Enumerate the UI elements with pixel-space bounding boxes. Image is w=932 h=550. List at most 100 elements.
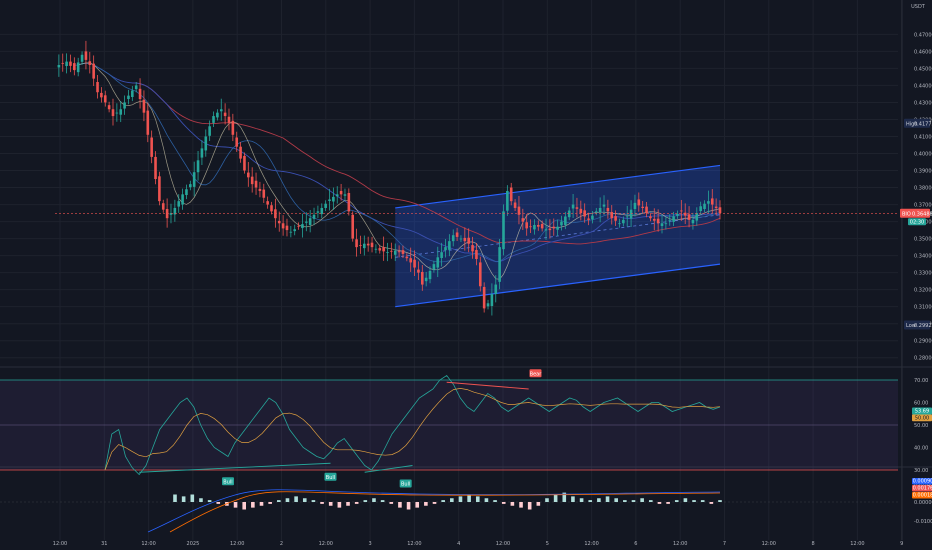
candle-body	[308, 218, 312, 225]
time-tick-label: 12:00	[850, 541, 864, 547]
candle-body	[471, 245, 474, 252]
macd-histogram-bar	[597, 498, 601, 502]
candle-body	[111, 109, 115, 117]
time-tick-label: 8	[812, 541, 815, 547]
candle-body	[247, 172, 250, 178]
candle-body	[467, 237, 470, 244]
high-label: High	[906, 121, 918, 127]
time-tick-label: 31	[101, 541, 107, 547]
candle-body	[629, 209, 633, 219]
candle-body	[614, 216, 617, 221]
macd-last-value: 0.00090	[913, 479, 932, 485]
macd-histogram-bar	[519, 502, 523, 508]
macd-histogram-bar	[328, 502, 333, 506]
macd-histogram-bar	[692, 500, 696, 502]
macd-histogram-bar	[631, 500, 636, 502]
candle-body	[455, 232, 459, 237]
candle-body	[154, 156, 157, 180]
candle-body	[687, 214, 691, 220]
candle-body	[258, 188, 262, 191]
signal-tag-label: Bull	[401, 482, 410, 488]
bullish-divergence-line	[364, 465, 413, 473]
macd-histogram-bar	[614, 498, 618, 502]
time-tick-label: 12:00	[673, 541, 687, 547]
candle-body	[189, 184, 192, 188]
candle-body	[625, 216, 629, 218]
candle-body	[695, 213, 699, 221]
candle-body	[552, 226, 556, 229]
macd-histogram-bar	[424, 502, 428, 506]
countdown-label: 02:30	[910, 219, 924, 225]
candle-body	[540, 223, 544, 229]
macd-histogram-bar	[484, 498, 489, 502]
macd-histogram-bar	[207, 500, 212, 502]
macd-histogram-bar	[666, 502, 670, 504]
signal-tag	[324, 472, 337, 481]
macd-histogram-bar	[450, 498, 454, 502]
macd-histogram-bar	[718, 500, 722, 502]
candle-body	[127, 95, 130, 100]
macd-histogram-bar	[588, 500, 593, 502]
macd-histogram-bar	[242, 502, 247, 510]
candle-body	[254, 180, 258, 188]
macd-histogram-bar	[683, 498, 688, 502]
macd-histogram-bar	[233, 502, 238, 508]
candle-body	[707, 201, 710, 204]
signal-tag-label: Bull	[223, 479, 232, 485]
candle-body	[266, 201, 269, 205]
oscillator-signal-line	[104, 388, 721, 471]
bullish-divergence-line	[139, 462, 331, 473]
candle-body	[502, 211, 505, 250]
macd-histogram-bar	[346, 502, 350, 506]
candle-body	[683, 212, 687, 216]
candle-body	[440, 252, 443, 259]
candle-body	[332, 196, 335, 202]
candle-body	[165, 208, 169, 219]
oscillator-line	[104, 374, 721, 476]
macd-histogram-bar	[657, 502, 662, 504]
time-tick-label: 7	[723, 541, 726, 547]
candle-body	[432, 264, 436, 270]
time-tick-label: 12:00	[584, 541, 598, 547]
candle-body	[672, 216, 675, 222]
candle-body	[146, 110, 150, 135]
macd-histogram-bar	[285, 498, 290, 502]
macd-histogram-bar	[181, 496, 186, 502]
candle-body	[548, 228, 552, 231]
channel-lower-line	[395, 263, 721, 308]
candle-body	[413, 259, 416, 268]
candle-body	[88, 61, 92, 65]
price-tick-label: 0.28000	[914, 356, 932, 362]
candle-body	[200, 148, 204, 158]
candle-body	[65, 61, 68, 67]
time-tick-label: 12:00	[496, 541, 510, 547]
candle-body	[649, 216, 652, 219]
macd-histogram-bar	[700, 500, 705, 502]
candle-body	[274, 209, 277, 219]
candle-body	[343, 194, 347, 196]
macd-histogram-bar	[545, 498, 549, 502]
candle-body	[134, 85, 138, 90]
candle-body	[359, 245, 362, 246]
candle-body	[459, 238, 463, 240]
candle-body	[185, 189, 188, 196]
currency-label: USDT	[911, 4, 926, 10]
candle-body	[486, 303, 490, 307]
candle-body	[131, 90, 134, 97]
candle-body	[235, 137, 239, 147]
macd-histogram-bar	[458, 496, 463, 502]
time-tick-label: 3	[369, 541, 372, 547]
candle-body	[676, 213, 679, 216]
candle-body	[405, 256, 409, 259]
time-tick-label: 12:00	[141, 541, 155, 547]
macd-histogram-bar	[475, 496, 480, 502]
macd-histogram-bar	[389, 502, 394, 504]
time-tick-label: 4	[457, 541, 460, 547]
channel-upper-line	[395, 164, 721, 209]
candle-body	[652, 218, 656, 221]
candle-body	[370, 242, 374, 248]
